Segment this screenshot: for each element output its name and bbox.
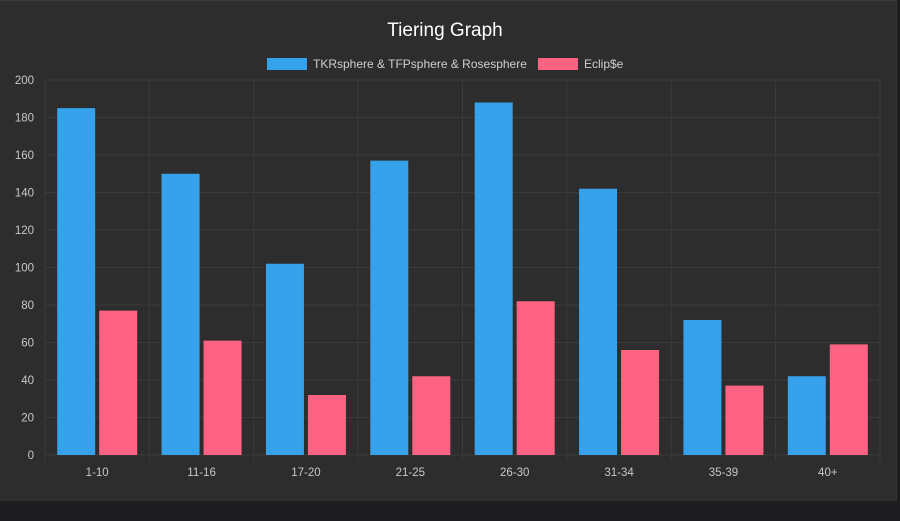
bar-series-1-40+[interactable]: [787, 376, 826, 455]
x-tick-label: 40+: [818, 467, 838, 479]
bar-series-2-11-16[interactable]: [203, 340, 242, 455]
bar-series-1-1-10[interactable]: [57, 108, 96, 455]
y-tick-label: 0: [28, 450, 34, 462]
y-tick-label: 80: [21, 300, 34, 312]
bar-chart: Tiering Graph TKRsphere & TFPsphere & Ro…: [15, 20, 881, 479]
x-tick-label: 1-10: [86, 467, 109, 479]
y-tick-label: 100: [15, 263, 34, 275]
y-tick-label: 60: [21, 338, 34, 350]
bar-series-2-17-20[interactable]: [307, 395, 346, 455]
y-tick-label: 200: [15, 75, 34, 87]
y-tick-label: 120: [15, 225, 34, 237]
bottom-strip: [0, 501, 900, 521]
y-tick-label: 40: [21, 375, 34, 387]
y-tick-label: 180: [15, 113, 34, 125]
bar-series-2-1-10[interactable]: [99, 310, 138, 455]
bar-series-1-31-34[interactable]: [579, 188, 618, 455]
bar-series-2-26-30[interactable]: [516, 301, 555, 455]
legend-swatch-series-1: [267, 58, 307, 70]
bar-series-2-21-25[interactable]: [412, 376, 451, 455]
x-tick-label: 31-34: [604, 467, 634, 479]
legend-swatch-series-2: [538, 58, 578, 70]
bar-series-1-11-16[interactable]: [161, 173, 200, 455]
legend-item-series-2[interactable]: Eclip$e: [538, 57, 624, 71]
x-tick-label: 26-30: [500, 467, 529, 479]
bar-series-1-35-39[interactable]: [683, 320, 722, 455]
bar-series-2-35-39[interactable]: [725, 385, 764, 455]
x-tick-label: 35-39: [709, 467, 738, 479]
y-tick-label: 160: [15, 150, 34, 162]
grid: [44, 79, 881, 461]
bar-series-2-31-34[interactable]: [621, 350, 660, 455]
y-axis: 0 20 40 60 80 100 120 140 160 180 200: [15, 75, 34, 462]
x-tick-label: 17-20: [291, 467, 320, 479]
x-tick-label: 21-25: [396, 467, 425, 479]
legend-label-series-1: TKRsphere & TFPsphere & Rosesphere: [313, 57, 527, 71]
bar-series-1-21-25[interactable]: [370, 160, 409, 455]
bars: [57, 102, 868, 456]
legend: TKRsphere & TFPsphere & Rosesphere Eclip…: [267, 57, 624, 71]
y-tick-label: 20: [21, 413, 34, 425]
y-tick-label: 140: [15, 188, 34, 200]
bar-series-1-17-20[interactable]: [265, 263, 304, 455]
bar-series-2-40+[interactable]: [829, 344, 868, 455]
chart-title: Tiering Graph: [387, 20, 502, 41]
legend-item-series-1[interactable]: TKRsphere & TFPsphere & Rosesphere: [267, 57, 527, 71]
x-tick-label: 11-16: [187, 467, 216, 479]
bar-series-1-26-30[interactable]: [474, 102, 513, 456]
legend-label-series-2: Eclip$e: [584, 57, 624, 71]
x-axis: 1-10 11-16 17-20 21-25 26-30 31-34 35-39 40+: [86, 467, 838, 479]
